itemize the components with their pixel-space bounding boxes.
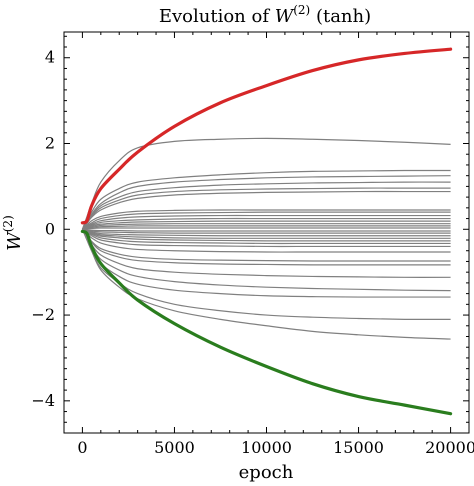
x-tick-label: 0	[77, 438, 87, 457]
y-axis-label-superscript: (2)	[1, 215, 15, 232]
gray-series-line-18	[82, 228, 451, 239]
gray-series-line-21	[82, 228, 451, 248]
chart-title: Evolution of W(2) (tanh)	[159, 3, 371, 27]
series-layer	[80, 47, 453, 416]
gray-series-line-29	[81, 229, 451, 340]
gray-series-line-3	[81, 175, 451, 230]
gray-series-line-5	[81, 187, 451, 230]
gray-series-line-16	[82, 228, 451, 234]
gray-series-line-9	[82, 214, 451, 230]
gray-series-line-12	[82, 223, 451, 230]
gray-series-line-11	[82, 220, 451, 230]
gray-series-line-20	[82, 228, 451, 245]
gray-series-line-2	[81, 169, 451, 230]
x-tick-label: 20000	[425, 438, 474, 457]
highlight-series-line-1	[80, 47, 453, 225]
x-tick-label: 15000	[333, 438, 384, 457]
gray-series-line-19	[82, 228, 451, 242]
chart-title-suffix: (tanh)	[310, 6, 371, 27]
gray-series-line-10	[82, 217, 451, 230]
x-tick-label: 5000	[154, 438, 195, 457]
y-tick-label: 0	[45, 219, 55, 238]
highlight-series-line-2	[80, 229, 453, 416]
chart-title-symbol: W	[275, 6, 295, 27]
y-tick-label: −4	[31, 391, 55, 410]
y-tick-label: 4	[45, 48, 55, 67]
gray-series-line-17	[82, 228, 451, 237]
gray-series-line-7	[82, 209, 451, 230]
y-tick-label: 2	[45, 134, 55, 153]
y-tick-label: −2	[31, 305, 55, 324]
tick-layer: 0 5000 10000 15000 20000 −4 −2 0 2 4	[31, 32, 474, 457]
y-axis-label-symbol: W	[4, 231, 25, 251]
plot-frame	[63, 31, 470, 434]
x-axis-label: epoch	[239, 462, 294, 483]
gray-series-line-15	[82, 228, 451, 232]
gray-series-line-28	[81, 229, 451, 321]
gray-series-line-13	[82, 225, 451, 230]
gray-series-line-14	[82, 227, 451, 230]
gray-series-line-8	[82, 211, 451, 230]
gray-series-line-6	[81, 190, 451, 230]
gray-series-line-22	[82, 228, 451, 253]
y-axis-label: W(2)	[1, 215, 25, 251]
chart-title-superscript: (2)	[293, 3, 310, 17]
chart-title-prefix: Evolution of	[159, 6, 275, 27]
x-tick-label: 10000	[241, 438, 292, 457]
